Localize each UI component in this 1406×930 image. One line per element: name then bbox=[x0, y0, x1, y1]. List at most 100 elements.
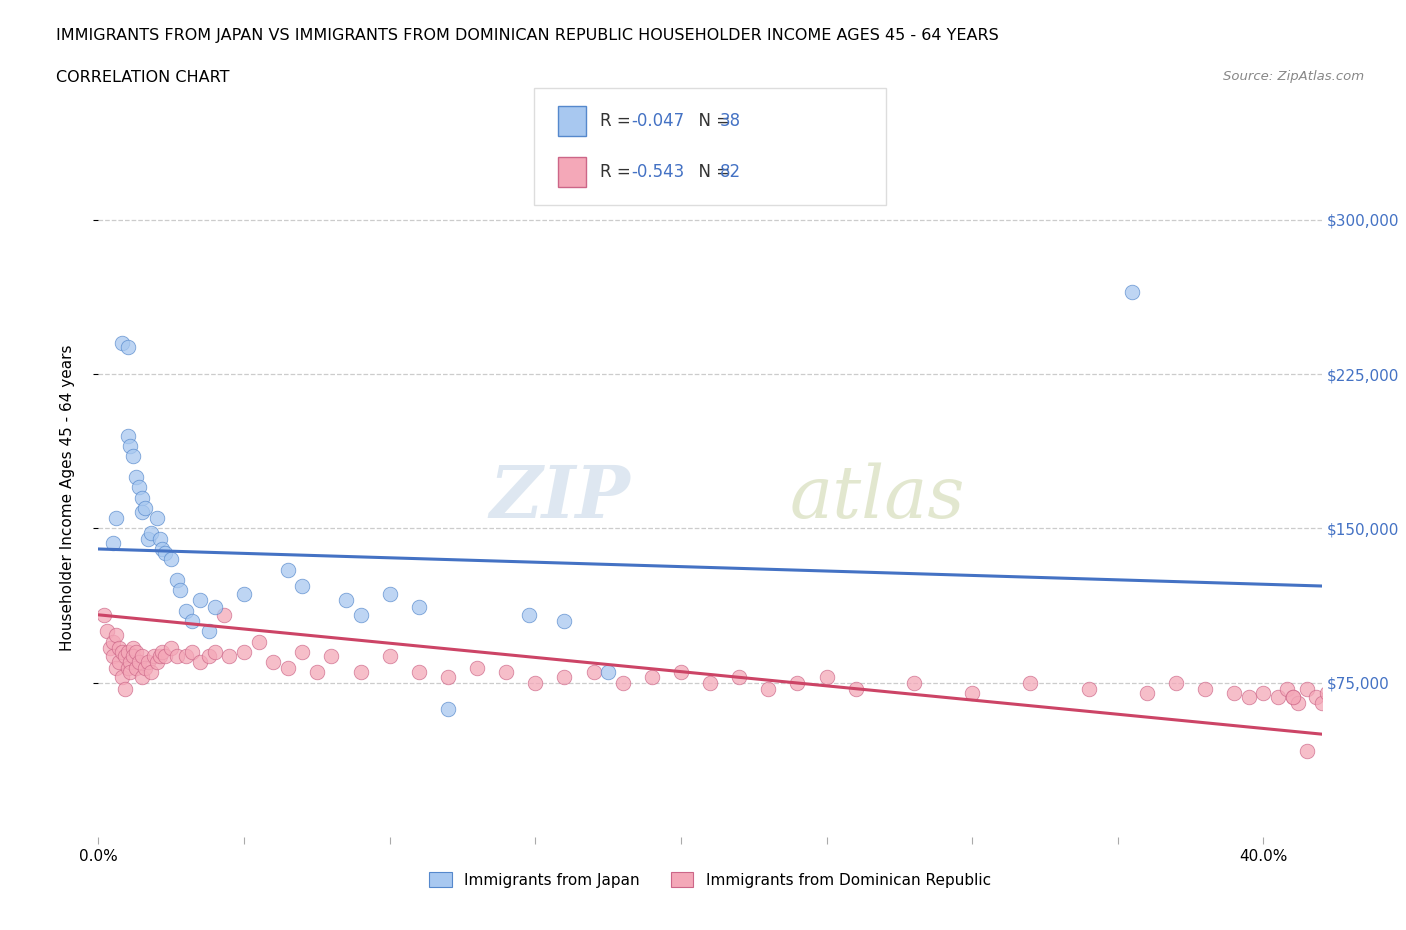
Point bbox=[960, 685, 983, 700]
Point bbox=[728, 669, 751, 684]
Point bbox=[582, 665, 605, 680]
Point bbox=[117, 644, 139, 659]
Point bbox=[553, 669, 575, 684]
Point bbox=[378, 587, 401, 602]
Point bbox=[212, 607, 235, 622]
Text: -0.047: -0.047 bbox=[631, 112, 685, 130]
Point bbox=[131, 669, 153, 684]
Point bbox=[101, 648, 124, 663]
Point bbox=[291, 578, 314, 593]
Point bbox=[1316, 685, 1339, 700]
Point bbox=[117, 340, 139, 355]
Point bbox=[218, 648, 240, 663]
Point bbox=[1286, 696, 1309, 711]
Point bbox=[111, 644, 134, 659]
Point bbox=[641, 669, 664, 684]
Text: atlas: atlas bbox=[790, 462, 965, 533]
Point bbox=[188, 655, 212, 670]
Point bbox=[465, 661, 488, 676]
Point bbox=[291, 644, 314, 659]
Point bbox=[128, 655, 150, 670]
Point bbox=[699, 675, 721, 690]
Point bbox=[117, 429, 139, 444]
Point bbox=[845, 682, 868, 697]
Point bbox=[305, 665, 328, 680]
Text: 38: 38 bbox=[720, 112, 741, 130]
Point bbox=[188, 593, 212, 608]
Point bbox=[108, 640, 131, 655]
Point bbox=[131, 504, 153, 519]
Point bbox=[204, 644, 226, 659]
Y-axis label: Householder Income Ages 45 - 64 years: Householder Income Ages 45 - 64 years bbox=[60, 344, 75, 651]
Point bbox=[166, 648, 188, 663]
Point bbox=[198, 624, 221, 639]
Point bbox=[903, 675, 925, 690]
Point bbox=[408, 665, 430, 680]
Point bbox=[114, 648, 136, 663]
Text: R =: R = bbox=[600, 164, 637, 181]
Point bbox=[1296, 682, 1319, 697]
Point bbox=[1237, 690, 1260, 705]
Point bbox=[437, 702, 460, 717]
Point bbox=[117, 661, 139, 676]
Point bbox=[111, 669, 134, 684]
Text: ZIP: ZIP bbox=[489, 462, 630, 533]
Point bbox=[1267, 690, 1289, 705]
Point bbox=[1136, 685, 1159, 700]
Point bbox=[756, 682, 779, 697]
Text: 82: 82 bbox=[720, 164, 741, 181]
Point bbox=[669, 665, 692, 680]
Point bbox=[134, 661, 156, 676]
Point bbox=[321, 648, 343, 663]
Point bbox=[145, 511, 167, 525]
Point bbox=[160, 640, 183, 655]
Point bbox=[120, 665, 142, 680]
Point bbox=[120, 655, 142, 670]
Point bbox=[145, 655, 167, 670]
Point bbox=[815, 669, 838, 684]
Point bbox=[131, 490, 153, 505]
Point bbox=[277, 562, 299, 577]
Point bbox=[122, 648, 145, 663]
Point bbox=[136, 531, 159, 546]
Point bbox=[1019, 675, 1042, 690]
Point bbox=[612, 675, 634, 690]
Point bbox=[408, 599, 430, 614]
Text: N =: N = bbox=[688, 164, 735, 181]
Point bbox=[111, 336, 134, 351]
Point bbox=[233, 587, 256, 602]
Point bbox=[160, 551, 183, 566]
Point bbox=[262, 655, 284, 670]
Point bbox=[104, 661, 127, 676]
Point bbox=[524, 675, 547, 690]
Point bbox=[93, 607, 115, 622]
Point bbox=[125, 470, 148, 485]
Point bbox=[155, 546, 177, 561]
Point bbox=[139, 665, 162, 680]
Point bbox=[142, 648, 165, 663]
Point bbox=[166, 572, 188, 587]
Point bbox=[1310, 696, 1333, 711]
Point bbox=[152, 644, 174, 659]
Point bbox=[149, 531, 172, 546]
Point bbox=[335, 593, 357, 608]
Point bbox=[152, 541, 174, 556]
Text: -0.543: -0.543 bbox=[631, 164, 685, 181]
Text: Source: ZipAtlas.com: Source: ZipAtlas.com bbox=[1223, 70, 1364, 83]
Point bbox=[1223, 685, 1246, 700]
Point bbox=[1164, 675, 1187, 690]
Point bbox=[96, 624, 118, 639]
Point bbox=[169, 583, 191, 598]
Point bbox=[786, 675, 808, 690]
Point bbox=[131, 648, 153, 663]
Point bbox=[101, 536, 124, 551]
Point bbox=[349, 607, 371, 622]
Point bbox=[1281, 690, 1303, 705]
Text: IMMIGRANTS FROM JAPAN VS IMMIGRANTS FROM DOMINICAN REPUBLIC HOUSEHOLDER INCOME A: IMMIGRANTS FROM JAPAN VS IMMIGRANTS FROM… bbox=[56, 28, 1000, 43]
Point bbox=[174, 604, 197, 618]
Point bbox=[128, 480, 150, 495]
Point bbox=[1281, 690, 1303, 705]
Point bbox=[114, 682, 136, 697]
Text: R =: R = bbox=[600, 112, 637, 130]
Point bbox=[1305, 690, 1327, 705]
